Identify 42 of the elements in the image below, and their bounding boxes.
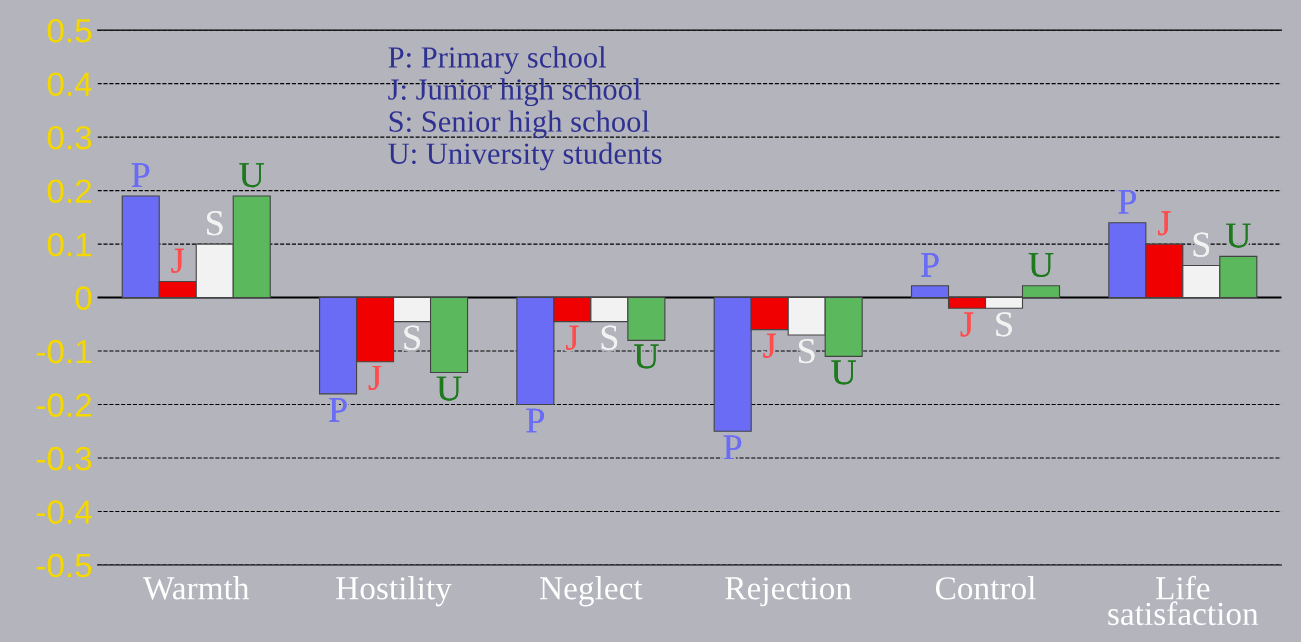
series-label: S <box>404 325 420 350</box>
y-tick-label: 0.4 <box>47 72 92 97</box>
x-tick-label: Control <box>935 576 1036 600</box>
text: S <box>601 325 618 350</box>
text: U <box>634 344 659 369</box>
text: J <box>171 248 184 273</box>
y-tick-label: 0.2 <box>47 179 92 204</box>
y-tick-label: -0.5 <box>36 553 92 578</box>
text: U <box>831 360 856 385</box>
y-tick-label: 0.3 <box>47 125 92 150</box>
y-tick-label: 0.1 <box>47 232 92 257</box>
y-tick-label: 0.5 <box>47 18 92 43</box>
x-tick-label: Warmth <box>142 576 250 600</box>
y-tick-label: -0.2 <box>36 393 92 417</box>
y-tick-label: -0.3 <box>36 446 92 471</box>
text: U <box>1028 253 1054 278</box>
text: U <box>239 163 265 188</box>
annotation: S: Senior high school <box>389 110 650 139</box>
annotation: J: Junior high school <box>388 78 641 107</box>
annotation: U: University students <box>388 142 662 171</box>
text: P <box>131 163 150 187</box>
text: U <box>1226 223 1251 248</box>
y-tick-label: -0.1 <box>36 339 92 364</box>
y-tick-label: -0.4 <box>36 500 92 524</box>
text: J <box>566 325 579 350</box>
series-label: J <box>368 365 382 390</box>
annotation: P: Primary school <box>388 46 606 75</box>
text: J <box>960 312 974 337</box>
text: J <box>1158 211 1171 236</box>
x-tick-label: Rejection <box>725 577 852 607</box>
x-tick-label: Neglect <box>540 576 643 607</box>
text: P <box>526 408 544 433</box>
text: P <box>921 253 939 277</box>
text: S <box>207 211 223 236</box>
text: P <box>1118 189 1136 214</box>
x-tick-label: Life satisfaction <box>1108 575 1259 626</box>
text: P <box>723 435 742 460</box>
text: S <box>996 312 1012 337</box>
x-tick-label: Hostility <box>336 576 452 607</box>
series-label: P <box>329 398 347 422</box>
series-label: U <box>436 376 462 401</box>
y-tick-label: 0 <box>75 286 92 310</box>
